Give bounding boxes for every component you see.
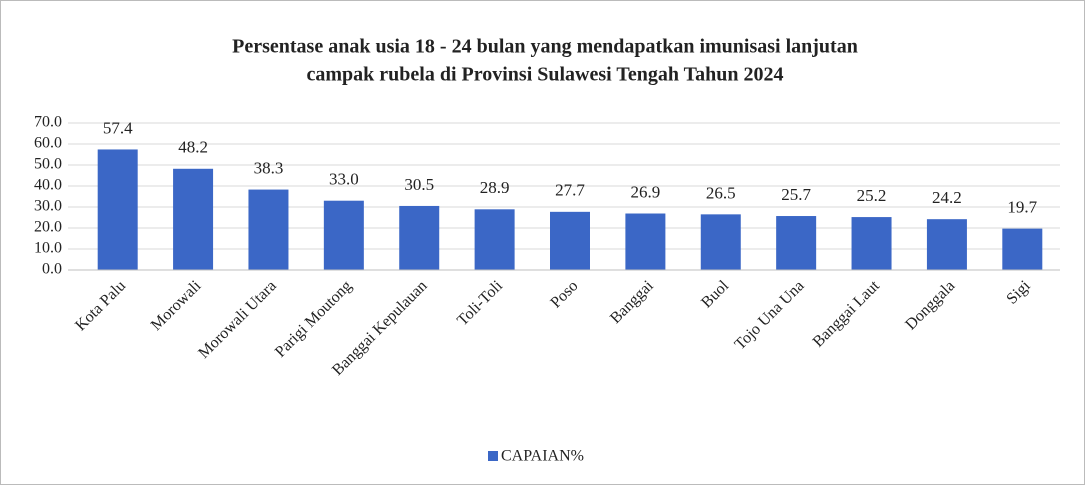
- bar: [1002, 228, 1043, 270]
- data-label: 57.4: [103, 118, 133, 137]
- y-tick-label: 10.0: [34, 240, 62, 257]
- y-tick-label: 40.0: [34, 177, 62, 194]
- data-label: 19.7: [1007, 198, 1037, 217]
- bar: [926, 219, 967, 270]
- data-label: 28.9: [480, 178, 510, 197]
- data-label: 25.7: [781, 185, 811, 204]
- chart-title: Persentase anak usia 18 - 24 bulan yang …: [232, 36, 858, 58]
- bar: [399, 205, 440, 270]
- bar: [776, 216, 817, 270]
- bar: [550, 211, 590, 270]
- y-tick-label: 30.0: [34, 198, 62, 215]
- y-tick-label: 50.0: [34, 156, 62, 173]
- data-label: 26.9: [631, 182, 661, 201]
- y-tick-label: 20.0: [34, 219, 62, 236]
- bar: [700, 214, 741, 270]
- bar: [173, 168, 214, 270]
- bar: [474, 209, 515, 270]
- bar: [625, 213, 666, 270]
- data-label: 25.2: [857, 186, 887, 205]
- data-label: 27.7: [555, 181, 585, 200]
- data-label: 26.5: [706, 183, 736, 202]
- bar: [248, 189, 289, 270]
- data-label: 38.3: [254, 158, 284, 177]
- y-tick-label: 70.0: [34, 114, 62, 131]
- legend-label: CAPAIAN%: [501, 448, 584, 465]
- data-label: 30.5: [404, 175, 434, 194]
- bar: [97, 149, 138, 270]
- y-tick-label: 60.0: [34, 135, 62, 152]
- legend-swatch: [488, 451, 498, 461]
- data-label: 48.2: [178, 138, 208, 157]
- y-tick-label: 0.0: [42, 261, 62, 278]
- data-label: 33.0: [329, 170, 359, 189]
- chart-title: campak rubela di Provinsi Sulawesi Tenga…: [306, 64, 783, 86]
- bar: [851, 217, 892, 270]
- bar: [323, 200, 364, 270]
- data-label: 24.2: [932, 188, 962, 207]
